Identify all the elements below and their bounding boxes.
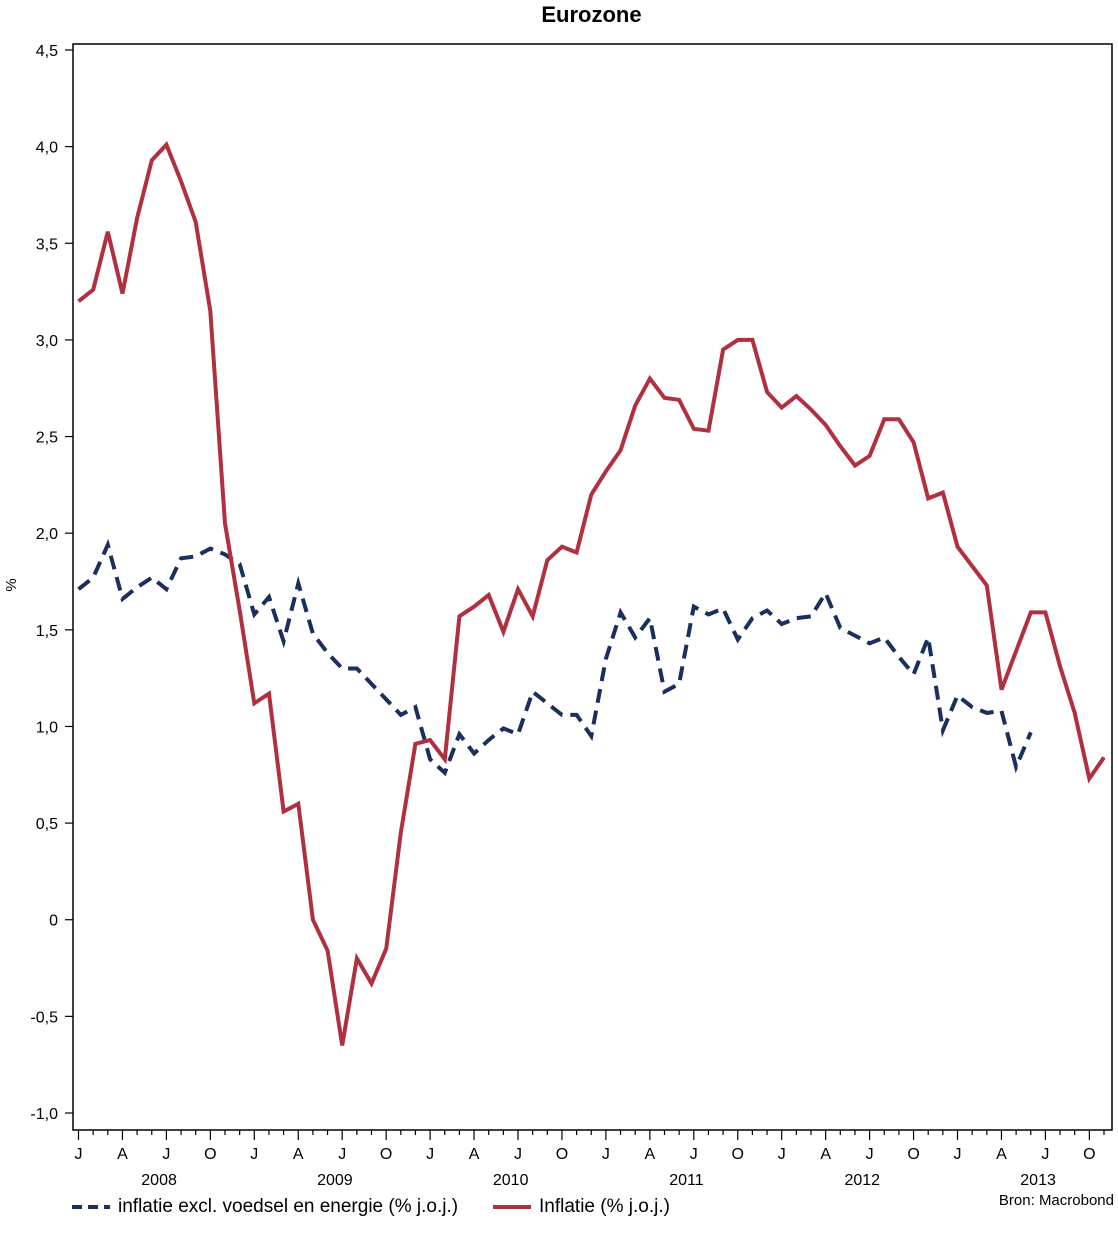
x-tick-label: J [866,1146,874,1163]
y-tick-label: -0,5 [30,1009,58,1026]
x-tick-label: J [778,1146,786,1163]
y-axis-label: % [3,578,20,591]
series-layer [77,141,1106,1046]
x-tick-label: J [338,1146,346,1163]
y-tick-label: 3,0 [36,333,58,350]
y-tick-label: 1,0 [36,719,58,736]
legend-dashed-line-icon [72,1205,110,1209]
y-tick-label: 3,5 [36,236,58,253]
x-tick-label: J [954,1146,962,1163]
chart-title: Eurozone [541,2,642,27]
legend-item-core-inflation: inflatie excl. voedsel en energie (% j.o… [72,1196,458,1218]
y-tick-label: 0 [49,913,58,930]
x-tick-label: A [293,1146,304,1163]
x-tick-label: A [820,1146,831,1163]
y-axis: -1,0 -0,5 0 0,5 1,0 1,5 2,0 2,5 3,0 3,5 4,0 4,5 [30,43,73,1123]
y-tick-label: 4,0 [36,140,58,157]
y-tick-label: 2,0 [36,526,58,543]
x-tick-label: J [162,1146,170,1163]
x-tick-label: O [380,1146,392,1163]
x-tick-label: O [1083,1146,1095,1163]
x-tick-label: A [996,1146,1007,1163]
legend-label-inflation: Inflatie (% j.o.j.) [539,1196,670,1217]
x-tick-label: O [556,1146,568,1163]
x-axis: J A J O J A J O J A J O J A J O J A J O J A J O 2008 2009 2010 2011… [75,1130,1105,1189]
y-tick-label: 2,5 [36,430,58,447]
x-tick-label: O [732,1146,744,1163]
x-tick-label: J [690,1146,698,1163]
x-tick-label: O [204,1146,216,1163]
x-tick-label: A [469,1146,480,1163]
x-tick-label: O [907,1146,919,1163]
legend-item-inflation: Inflatie (% j.o.j.) [493,1196,670,1218]
x-tick-label: A [117,1146,128,1163]
y-tick-label: 1,5 [36,623,58,640]
x-year-label: 2008 [141,1172,177,1189]
y-tick-label: 4,5 [36,43,58,60]
y-tick-label: -1,0 [30,1106,58,1123]
x-tick-label: J [514,1146,522,1163]
x-year-label: 2013 [1020,1172,1056,1189]
series-line-inflation [77,141,1106,1046]
series-line-core-inflation [77,538,1033,777]
legend-solid-line-icon [493,1205,531,1209]
y-tick-label: 0,5 [36,816,58,833]
x-tick-label: J [426,1146,434,1163]
x-tick-label: J [602,1146,610,1163]
x-year-label: 2011 [669,1172,704,1189]
source-note: Bron: Macrobond [998,1192,1114,1209]
plot-area-frame [72,43,1113,1131]
x-tick-label: A [645,1146,656,1163]
x-year-label: 2009 [317,1172,353,1189]
legend-label-core-inflation: inflatie excl. voedsel en energie (% j.o… [118,1196,459,1217]
x-year-label: 2010 [493,1172,529,1189]
x-year-label: 2012 [844,1172,880,1189]
x-tick-label: J [250,1146,258,1163]
x-tick-label: J [75,1146,83,1163]
x-tick-label: J [1041,1146,1049,1163]
